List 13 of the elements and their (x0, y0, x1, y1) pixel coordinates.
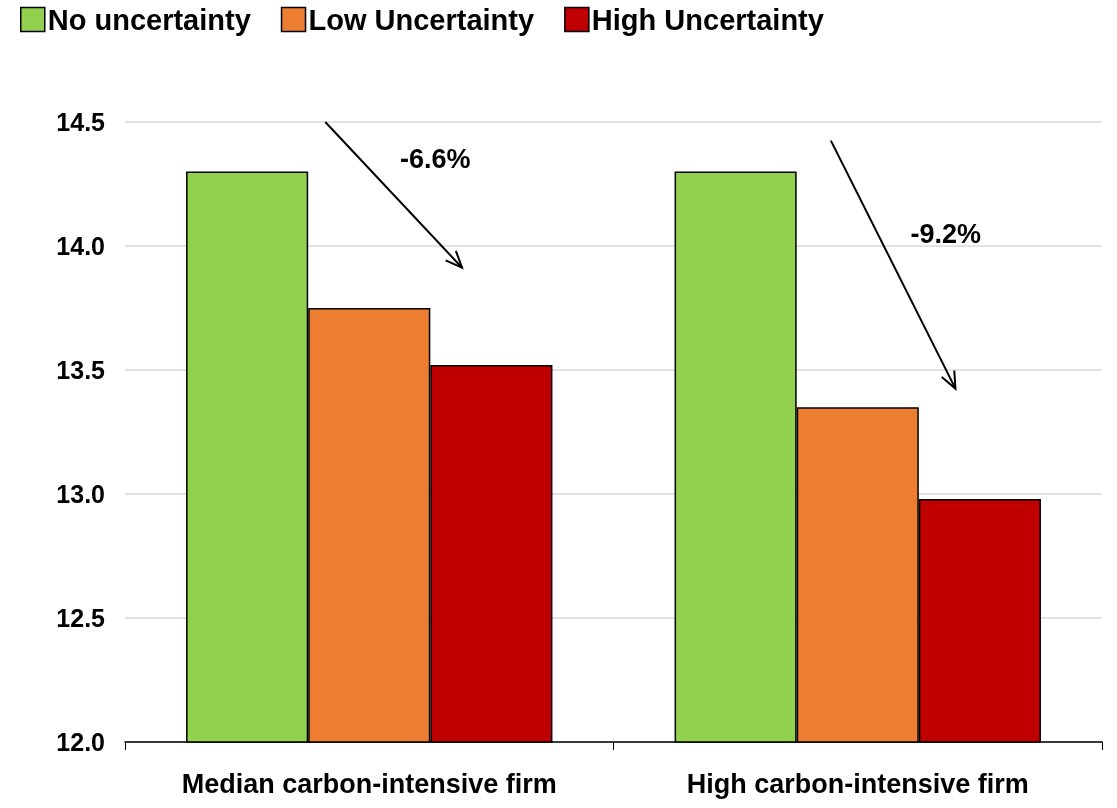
y-tick-label: 12.0 (56, 728, 105, 756)
y-tick-label: 13.5 (56, 356, 106, 384)
y-tick-label: 12.5 (56, 604, 106, 632)
y-tick-label: 14.5 (56, 108, 106, 136)
legend-label: Low Uncertainty (308, 3, 535, 36)
annotation: -6.6% (399, 144, 471, 175)
x-tick-label: High carbon-intensive firm (686, 768, 1029, 799)
annotation: -9.2% (910, 218, 981, 249)
legend-label: High Uncertainty (591, 3, 824, 36)
legend-label: No uncertainty (47, 3, 251, 36)
y-tick-label: 13.0 (56, 480, 105, 508)
y-tick-label: 14.0 (56, 232, 105, 260)
x-tick-label: Median carbon-intensive firm (181, 768, 557, 799)
